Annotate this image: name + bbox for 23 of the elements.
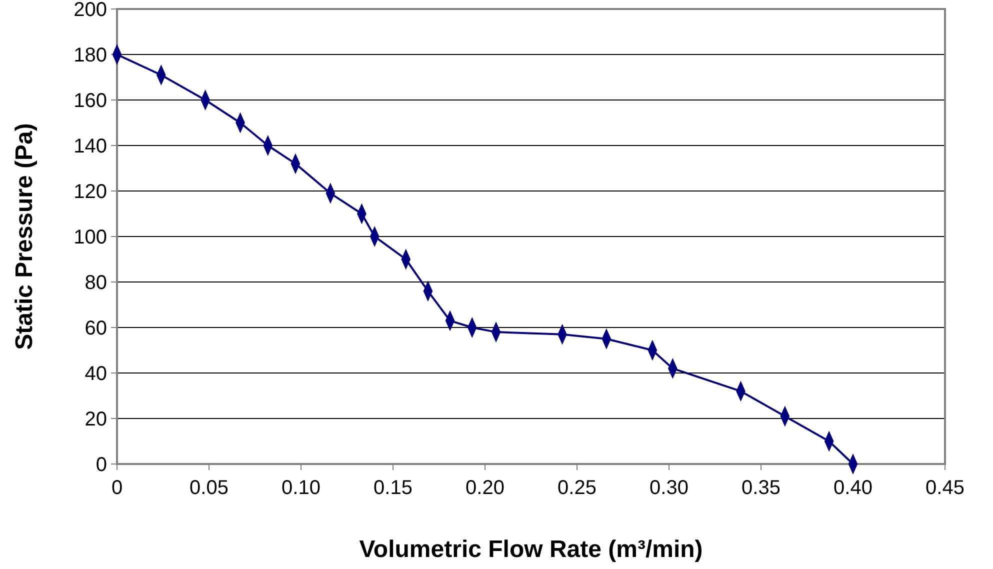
y-tick-label: 160 [74,90,107,112]
y-tick-label: 20 [84,408,107,430]
x-tick-label: 0.25 [558,477,596,499]
y-tick-label: 200 [74,0,107,21]
x-axis-title: Volumetric Flow Rate (m³/min) [359,536,703,563]
y-tick-label: 100 [74,226,107,248]
x-tick-label: 0.35 [742,477,780,499]
x-tick-label: 0.30 [650,477,688,499]
y-tick-label: 120 [74,181,107,203]
y-tick-label: 0 [96,454,107,476]
y-tick-label: 80 [84,272,107,294]
y-tick-label: 140 [74,136,107,158]
x-tick-label: 0.15 [374,477,412,499]
y-tick-label: 60 [84,318,107,340]
y-tick-label: 180 [74,44,107,66]
y-axis-title: Static Pressure (Pa) [11,123,38,350]
x-tick-label: 0.05 [190,477,228,499]
y-tick-label: 40 [84,363,107,385]
x-tick-label: 0.10 [282,477,320,499]
x-tick-label: 0.40 [834,477,872,499]
x-tick-label: 0.20 [466,477,504,499]
x-tick-label: 0 [111,477,123,499]
x-tick-label: 0.45 [926,477,964,499]
